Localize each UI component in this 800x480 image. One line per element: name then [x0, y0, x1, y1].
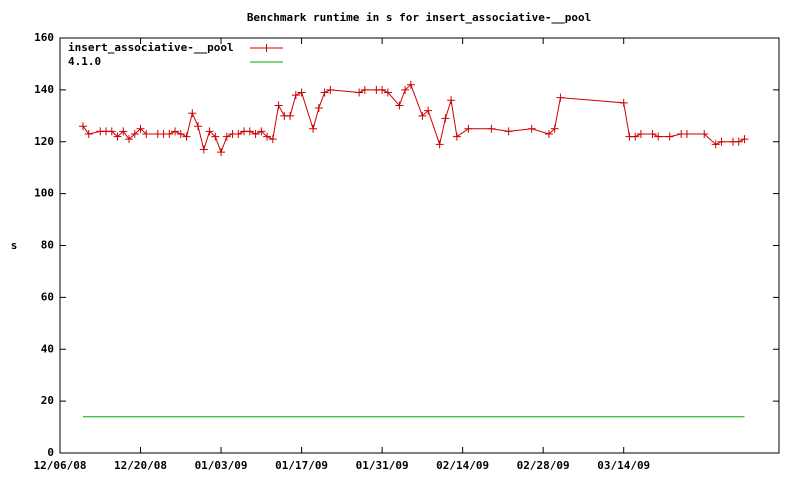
point-marker	[107, 127, 116, 136]
x-tick-label: 12/20/08	[114, 459, 167, 472]
x-tick-label: 01/31/09	[356, 459, 409, 472]
point-marker	[504, 127, 513, 136]
point-marker	[320, 88, 329, 97]
x-tick-label: 01/17/09	[275, 459, 328, 472]
point-marker	[648, 129, 657, 138]
y-tick-label: 40	[41, 342, 54, 355]
point-marker	[700, 129, 709, 138]
point-marker	[360, 85, 369, 94]
point-marker	[263, 132, 272, 141]
series-line	[82, 83, 745, 154]
y-tick-label: 0	[47, 446, 54, 459]
point-marker	[406, 80, 415, 89]
point-marker	[119, 127, 128, 136]
point-marker	[222, 132, 231, 141]
point-marker	[171, 127, 180, 136]
y-tick-label: 160	[34, 31, 54, 44]
point-marker	[452, 132, 461, 141]
point-marker	[550, 124, 559, 133]
y-tick-label: 140	[34, 83, 54, 96]
point-marker	[142, 129, 151, 138]
point-marker	[286, 111, 295, 120]
y-tick-label: 120	[34, 135, 54, 148]
point-marker	[711, 140, 720, 149]
point-marker	[665, 132, 674, 141]
point-marker	[527, 124, 536, 133]
point-marker	[84, 129, 93, 138]
point-marker	[464, 124, 473, 133]
y-tick-label: 20	[41, 394, 54, 407]
point-marker	[378, 85, 387, 94]
x-tick-label: 02/14/09	[436, 459, 489, 472]
point-marker	[383, 88, 392, 97]
point-marker	[636, 129, 645, 138]
point-marker	[309, 124, 318, 133]
point-marker	[619, 98, 628, 107]
point-marker	[234, 129, 243, 138]
legend-label: 4.1.0	[68, 55, 101, 68]
x-tick-label: 12/06/08	[34, 459, 87, 472]
point-marker	[194, 122, 203, 131]
point-marker	[245, 127, 254, 136]
x-tick-label: 01/03/09	[195, 459, 248, 472]
y-tick-label: 60	[41, 290, 54, 303]
point-marker	[654, 132, 663, 141]
y-tick-label: 80	[41, 239, 54, 252]
point-marker	[211, 132, 220, 141]
point-marker	[130, 129, 139, 138]
point-marker	[740, 135, 749, 144]
point-marker	[268, 135, 277, 144]
point-marker	[418, 111, 427, 120]
point-marker	[631, 132, 640, 141]
point-marker	[205, 127, 214, 136]
y-axis-label: s	[11, 239, 18, 252]
chart-title: Benchmark runtime in s for insert_associ…	[247, 11, 591, 24]
point-marker	[395, 101, 404, 110]
point-marker	[136, 124, 145, 133]
point-marker	[556, 93, 565, 102]
legend-label: insert_associative-__pool	[68, 41, 234, 54]
point-marker	[326, 85, 335, 94]
point-marker	[297, 88, 306, 97]
y-tick-label: 100	[34, 187, 54, 200]
point-marker	[217, 148, 226, 157]
plot-frame	[59, 37, 780, 454]
point-marker	[79, 122, 88, 131]
point-marker	[435, 140, 444, 149]
point-marker	[188, 109, 197, 118]
point-marker	[734, 137, 743, 146]
point-marker	[314, 104, 323, 113]
point-marker	[113, 132, 122, 141]
legend-marker	[262, 44, 271, 52]
point-marker	[544, 129, 553, 138]
point-marker	[447, 96, 456, 105]
point-marker	[424, 106, 433, 115]
point-marker	[717, 137, 726, 146]
point-marker	[682, 129, 691, 138]
point-marker	[125, 135, 134, 144]
x-tick-label: 03/14/09	[597, 459, 650, 472]
point-marker	[274, 101, 283, 110]
point-marker	[355, 88, 364, 97]
point-marker	[257, 127, 266, 136]
point-marker	[165, 129, 174, 138]
point-marker	[182, 132, 191, 141]
point-marker	[401, 85, 410, 94]
x-tick-label: 02/28/09	[517, 459, 570, 472]
point-marker	[199, 145, 208, 154]
point-marker	[176, 129, 185, 138]
point-marker	[441, 114, 450, 123]
point-marker	[251, 129, 260, 138]
point-marker	[487, 124, 496, 133]
point-marker	[291, 91, 300, 100]
